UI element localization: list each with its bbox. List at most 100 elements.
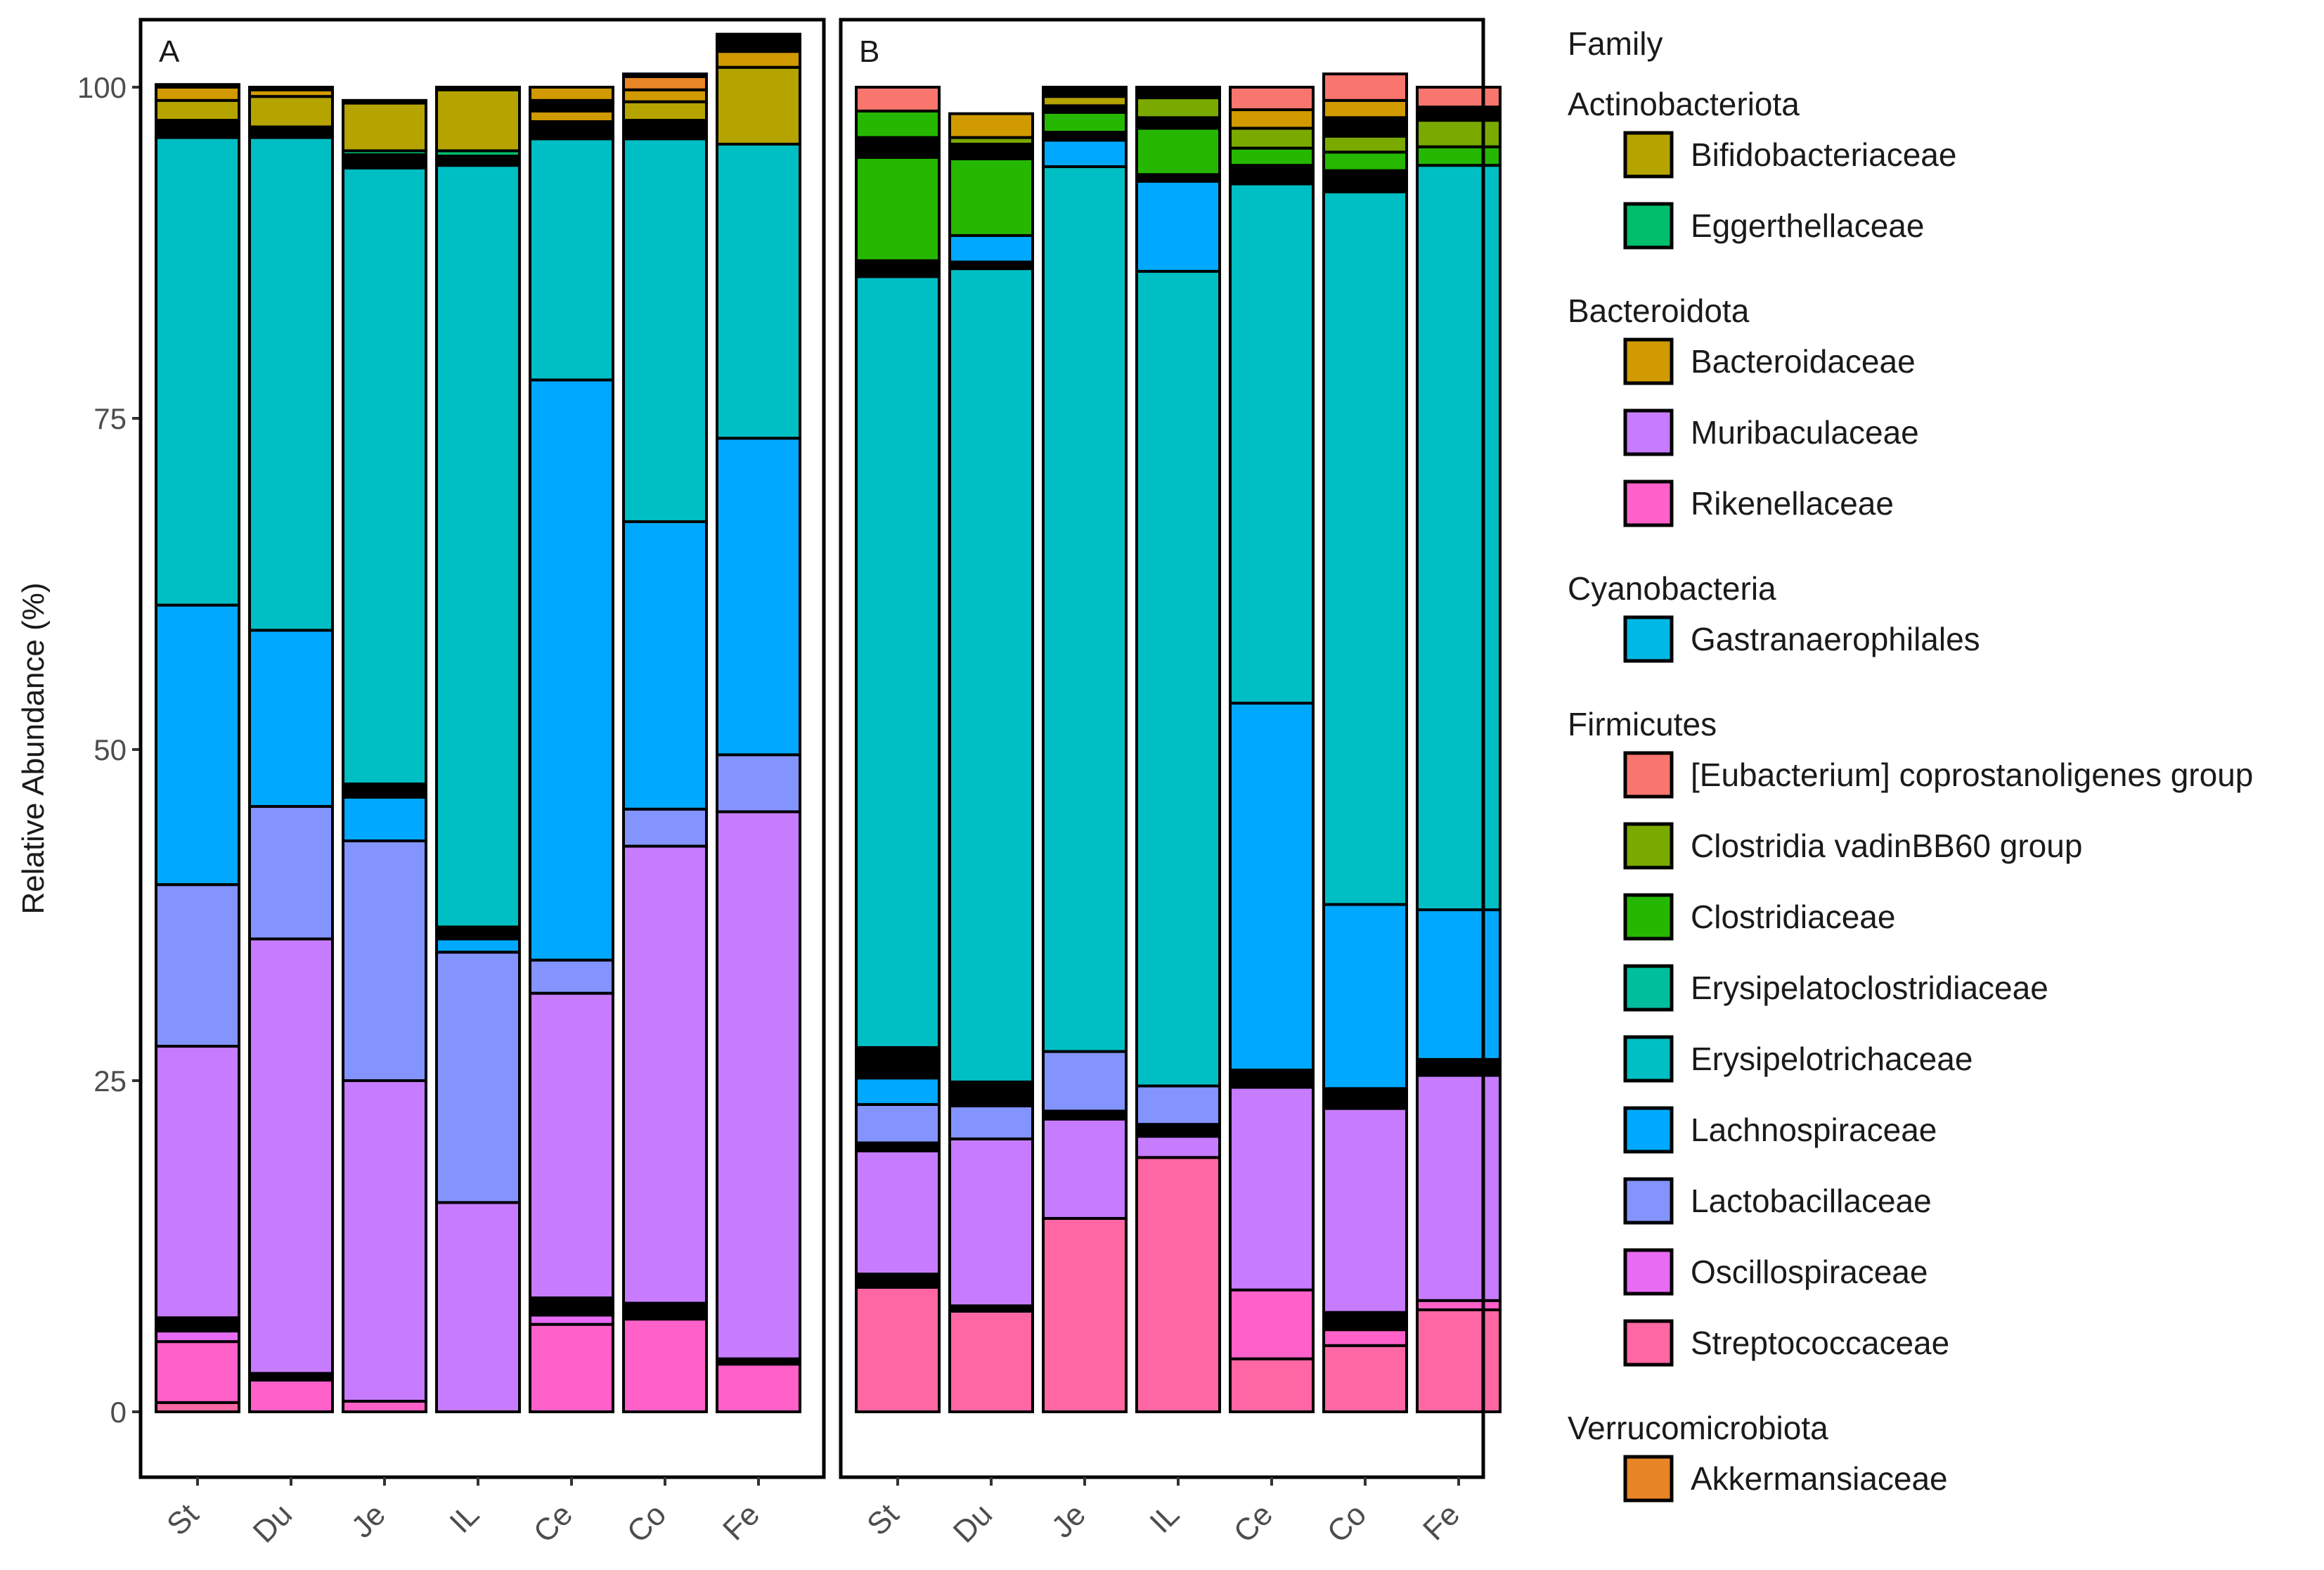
segment-erysipelotrichaceae: Co – Erysipelotrichaceae: 53.8% — [1322, 190, 1408, 906]
segment-lachnospiraceae: Je – Lachnospiraceae: 3.3% — [342, 795, 427, 842]
legend-swatch-clostridiaceae — [1623, 893, 1674, 941]
legend-swatch-bifidobacteriaceae — [1623, 131, 1674, 179]
segment-other: Du – Other: 1.1% — [948, 143, 1034, 160]
segment-akkermansiaceae: Co – Akkermansiaceae: 1% — [622, 75, 708, 91]
legend-phylum-firmicutes: Firmicutes — [1568, 706, 1717, 742]
segment-streptococcaceae: Fe – Streptococcaceae: 7.7% — [1416, 1308, 1502, 1413]
x-tick-label: Fe — [1416, 1497, 1466, 1547]
legend-label-akkermansiaceae: Akkermansiaceae — [1691, 1460, 1948, 1497]
segment-other: Fe – Other: 0.2% — [716, 32, 801, 39]
bar-fe: Fe – Rikenellaceae: 3.6%Fe – Other: 0.4%… — [716, 32, 801, 1414]
legend-label-lactobacillaceae: Lactobacillaceae — [1691, 1183, 1932, 1219]
segment-lachnospiraceae: Du – Lachnospiraceae: 13.3% — [248, 629, 334, 809]
legend-swatch-lachnospiraceae — [1623, 1106, 1674, 1154]
segment-lactobacillaceae: St – Lactobacillaceae: 2.9% — [855, 1102, 941, 1145]
segment-erysipelotrichaceae: Du – Erysipelotrichaceae: 61.4% — [948, 267, 1034, 1083]
segment-erysipelotrichaceae: Co – Erysipelotrichaceae: 28.9% — [622, 137, 708, 523]
segment-other: St – Other: 0.2% — [155, 83, 240, 89]
bar-fe: Fe – Streptococcaceae: 7.7%Fe – Rikenell… — [1416, 86, 1502, 1413]
segment-other: Je – Other: 1% — [342, 782, 427, 799]
segment-other: Co – Other: 1.6% — [1322, 169, 1408, 193]
segment-lactobacillaceae: Je – Lactobacillaceae: 18.1% — [342, 839, 427, 1082]
x-tick-label: Co — [621, 1497, 673, 1549]
x-tick-label: Ce — [527, 1497, 579, 1549]
legend-label-bacteroidaceae: Bacteroidaceae — [1691, 343, 1916, 380]
legend-swatch-gastranaerophilales — [1623, 615, 1674, 663]
legend-label-rikenellaceae: Rikenellaceae — [1691, 485, 1894, 522]
segment-clostridiaceae: St – Clostridiaceae: 2% — [855, 109, 941, 139]
bar-il: IL – Streptococcaceae: 19.2%IL – Muribac… — [1135, 86, 1221, 1413]
segment-other: Du – Other: 0.2% — [248, 86, 334, 91]
segment-other: Ce – Other: 0.8% — [529, 98, 614, 112]
legend-swatch-eubacterium-coprostanoligenes-group — [1623, 751, 1674, 799]
segment-lachnospiraceae: Ce – Lachnospiraceae: 27.7% — [1229, 702, 1315, 1072]
segment-muribaculaceae: Ce – Muribaculaceae: 15.3% — [1229, 1086, 1315, 1292]
segment-eubacterium-coprostanoligenes-group: Ce – [Eubacterium] coprostanoligenes gro… — [1229, 86, 1315, 112]
legend-label-oscillospiraceae: Oscillospiraceae — [1691, 1254, 1928, 1290]
legend-swatch-akkermansiaceae — [1623, 1455, 1674, 1503]
segment-other: IL – Other: 0.9% — [435, 925, 521, 941]
legend: Family Actinobacteriota Bifidobacteriaceae… — [1568, 25, 2253, 1503]
segment-erysipelotrichaceae: Je – Erysipelotrichaceae: 46.5% — [342, 166, 427, 785]
legend-swatch-muribaculaceae — [1623, 408, 1674, 456]
segment-muribaculaceae: Du – Muribaculaceae: 12.6% — [948, 1137, 1034, 1308]
bar-ce: Ce – Rikenellaceae: 6.6%Ce – Oscillospir… — [529, 86, 614, 1414]
segment-muribaculaceae: Fe – Muribaculaceae: 41.3% — [716, 810, 801, 1360]
segment-bacteroidaceae: Du – Bacteroidaceae: 1.8% — [948, 112, 1034, 139]
segment-lactobacillaceae: Fe – Lactobacillaceae: 4.3% — [716, 753, 801, 813]
bar-du: Du – Streptococcaceae: 7.6%Du – Other: 0… — [948, 112, 1034, 1414]
segment-bifidobacteriaceae: Du – Bifidobacteriaceae: 2.3% — [248, 95, 334, 129]
x-tick-label: St — [860, 1497, 905, 1542]
segment-oscillospiraceae: St – Oscillospiraceae: 0.8% — [155, 1330, 240, 1344]
segment-other: Fe – Other: 1.2% — [1416, 1057, 1502, 1077]
segment-erysipelotrichaceae: IL – Erysipelotrichaceae: 57.5% — [435, 164, 521, 929]
x-tick-label: Je — [1045, 1497, 1093, 1545]
segment-clostridiaceae: St – Clostridiaceae: 7.8% — [855, 155, 941, 262]
legend-label-clostridiaceae: Clostridiaceae — [1691, 899, 1895, 935]
segment-rikenellaceae: Fe – Rikenellaceae: 3.6% — [716, 1363, 801, 1414]
segment-lachnospiraceae: Je – Lachnospiraceae: 2% — [1042, 139, 1128, 169]
segment-lactobacillaceae: Du – Lactobacillaceae: 10% — [248, 805, 334, 941]
bar-co: Co – Rikenellaceae: 7%Co – Other: 1.2%Co… — [622, 72, 708, 1413]
segment-bifidobacteriaceae: Je – Bifidobacteriaceae: 3.6% — [342, 101, 427, 153]
segment-lactobacillaceae: IL – Lactobacillaceae: 2.9% — [1135, 1084, 1221, 1126]
bar-je: Je – Rikenellaceae: 0.8%Je – Muribaculac… — [342, 98, 427, 1413]
segment-other: Je – Other: 1% — [342, 153, 427, 169]
segment-bifidobacteriaceae: Fe – Bifidobacteriaceae: 5.8% — [716, 65, 801, 146]
legend-title: Family — [1568, 25, 1663, 62]
legend-label-erysipelatoclostridiaceae: Erysipelatoclostridiaceae — [1691, 970, 2048, 1006]
x-tick-label: Je — [345, 1497, 393, 1545]
legend-label-clostridia-vadinbb60-group: Clostridia vadinBB60 group — [1691, 828, 2082, 864]
segment-erysipelotrichaceae: Fe – Erysipelotrichaceae: 22.2% — [716, 143, 801, 440]
legend-swatch-streptococcaceae — [1623, 1319, 1674, 1367]
segment-bifidobacteriaceae: St – Bifidobacteriaceae: 1.5% — [155, 98, 240, 122]
segment-lactobacillaceae: Ce – Lactobacillaceae: 2.5% — [529, 958, 614, 995]
segment-lachnospiraceae: St – Lachnospiraceae: 21.1% — [155, 603, 240, 887]
bar-je: Je – Streptococcaceae: 14.6%Je – Muribac… — [1042, 86, 1128, 1414]
segment-other: IL – Other: 0.8% — [1135, 86, 1221, 100]
segment-erysipelotrichaceae: Du – Erysipelotrichaceae: 37.2% — [248, 136, 334, 632]
y-tick-label: 25 — [93, 1064, 127, 1098]
segment-rikenellaceae: Ce – Rikenellaceae: 6.6% — [529, 1323, 614, 1414]
segment-other: St – Other: 1.2% — [855, 259, 941, 278]
segment-lachnospiraceae: Ce – Lachnospiraceae: 43.8% — [529, 378, 614, 962]
panel-border — [138, 18, 826, 1479]
segment-other: St – Other: 1.5% — [855, 136, 941, 159]
segment-erysipelotrichaceae: Je – Erysipelotrichaceae: 66.8% — [1042, 165, 1128, 1053]
segment-clostridia-vadinbb60-group: Fe – Clostridia vadinBB60 group: 2% — [1416, 119, 1502, 148]
legend-phylum-bacteroidota: Bacteroidota — [1568, 292, 1750, 329]
x-tick-label: Ce — [1227, 1497, 1279, 1549]
legend-label-streptococcaceae: Streptococcaceae — [1691, 1325, 1949, 1361]
legend-label-bifidobacteriaceae: Bifidobacteriaceae — [1691, 136, 1956, 173]
segment-muribaculaceae: Fe – Muribaculaceae: 17% — [1416, 1074, 1502, 1302]
x-tick-label: St — [160, 1497, 205, 1542]
segment-streptococcaceae: St – Streptococcaceae: 9.4% — [855, 1285, 941, 1414]
legend-label-erysipelotrichaceae: Erysipelotrichaceae — [1691, 1041, 1973, 1077]
segment-clostridiaceae: IL – Clostridiaceae: 3.5% — [1135, 127, 1221, 176]
legend-label-gastranaerophilales: Gastranaerophilales — [1691, 621, 1980, 657]
segment-eubacterium-coprostanoligenes-group: Fe – [Eubacterium] coprostanoligenes gro… — [1416, 86, 1502, 109]
segment-lactobacillaceae: Du – Lactobacillaceae: 2.5% — [948, 1104, 1034, 1140]
panel-label: B — [859, 34, 879, 69]
segment-erysipelotrichaceae: Ce – Erysipelotrichaceae: 18.2% — [529, 137, 614, 382]
segment-eubacterium-coprostanoligenes-group: Co – [Eubacterium] coprostanoligenes gro… — [1322, 72, 1408, 102]
